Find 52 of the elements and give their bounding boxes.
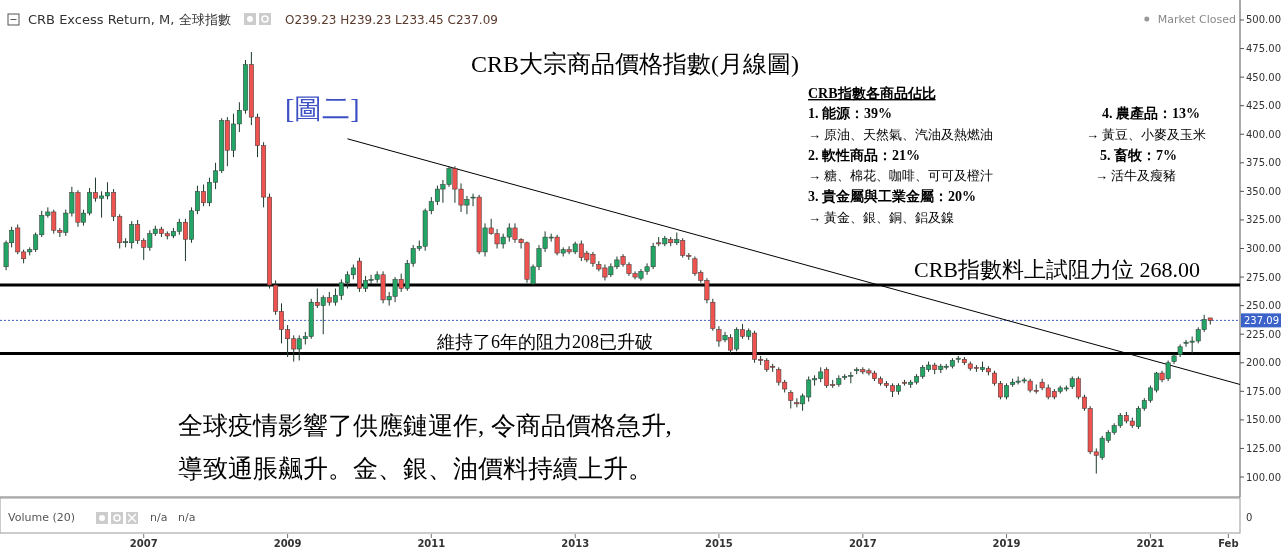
- y-tick-label: 500.00: [1246, 14, 1281, 26]
- annotation: CRB指數各商品佔比: [808, 85, 936, 101]
- text: n/a: [178, 511, 196, 524]
- candlestick: [788, 389, 794, 409]
- y-tick-label: 200.00: [1246, 357, 1281, 369]
- y-tick-label: 475.00: [1246, 43, 1281, 55]
- text: CRB Excess Return, M, 全球指數: [28, 12, 231, 27]
- annotation: 5. 畜牧：7%: [1100, 147, 1177, 163]
- annotation: → 糖、棉花、咖啡、可可及橙汁: [808, 168, 994, 183]
- x-tick-label: 2011: [417, 538, 446, 549]
- x-tick-label: 2007: [129, 538, 158, 549]
- y-tick-label: 100.00: [1246, 471, 1281, 483]
- annotation: [圖二]: [285, 93, 360, 124]
- annotation: → 黃豆、小麥及玉米: [1086, 127, 1207, 142]
- y-tick-label: 175.00: [1246, 385, 1281, 397]
- annotation: O239.23 H239.23 L233.45 C237.09: [285, 13, 498, 27]
- x-tick-label: 2019: [992, 538, 1021, 549]
- y-tick-label: 400.00: [1246, 128, 1281, 140]
- annotation: 導致通脹飆升。金、銀、油價料持續上升。: [178, 455, 653, 482]
- annotation: 1. 能源：39%: [808, 106, 892, 121]
- y-tick-label: 325.00: [1246, 214, 1281, 226]
- y-tick-label: 375.00: [1246, 157, 1281, 169]
- text: Volume (20): [8, 511, 75, 524]
- x-tick-label: 2013: [561, 538, 590, 549]
- y-tick-label: 125.00: [1246, 442, 1281, 454]
- x-tick-label: 2017: [848, 538, 877, 549]
- text: 0: [1246, 512, 1253, 523]
- annotation: Market Closed: [1157, 13, 1236, 26]
- y-tick-label: 225.00: [1246, 328, 1281, 340]
- y-tick-label: 425.00: [1246, 100, 1281, 112]
- y-tick-label: 150.00: [1246, 414, 1281, 426]
- ref-line-label: 維持了6年的阻力208已升破: [436, 331, 653, 352]
- x-tick-label: 2021: [1136, 538, 1165, 549]
- annotation: → 原油、天然氣、汽油及熱燃油: [808, 127, 994, 142]
- x-tick-label: Feb: [1218, 538, 1239, 549]
- y-tick-label: 300.00: [1246, 243, 1281, 254]
- y-tick-label: 250.00: [1246, 300, 1281, 312]
- y-tick-label: 275.00: [1246, 271, 1281, 283]
- annotation: → 黃金、銀、銅、鋁及鎳: [808, 210, 955, 225]
- annotation: → 活牛及瘦豬: [1095, 168, 1177, 183]
- annotation: 全球疫情影響了供應鏈運作, 令商品價格急升,: [178, 412, 672, 439]
- ref-line-label: 237.09: [1244, 314, 1279, 326]
- annotation: 3. 貴金屬與工業金屬：20%: [808, 189, 976, 204]
- text: CRB大宗商品價格指數(月線圖): [470, 51, 800, 77]
- annotation: 2. 軟性商品：21%: [808, 147, 920, 163]
- x-tick-label: 2009: [273, 538, 302, 549]
- ref-line-label: CRB指數料上試阻力位 268.00: [913, 257, 1200, 283]
- y-tick-label: 450.00: [1246, 71, 1281, 83]
- y-tick-label: 350.00: [1246, 185, 1281, 197]
- x-tick-label: 2015: [705, 538, 733, 549]
- annotation: 4. 農產品：13%: [1102, 106, 1200, 121]
- text: n/a: [150, 511, 168, 524]
